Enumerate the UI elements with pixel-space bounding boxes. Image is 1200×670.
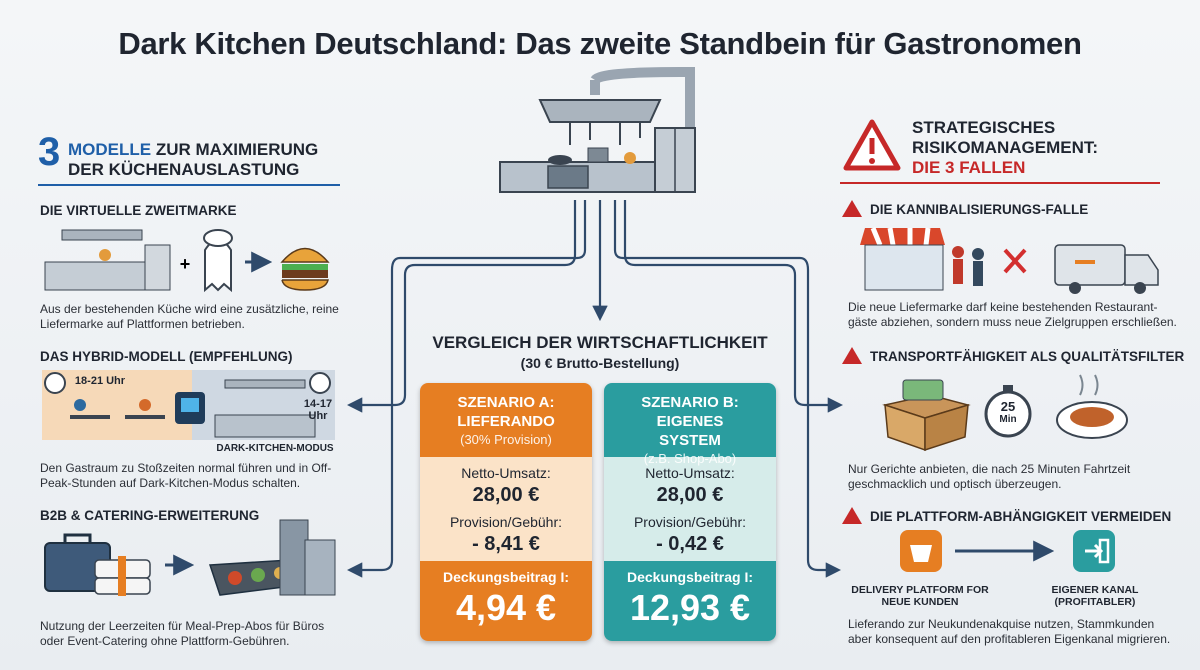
result-label: Deckungsbeitrag I: xyxy=(626,569,754,585)
connectors xyxy=(346,200,844,578)
left-heading-rest: ZUR MAXIMIERUNG DER KÜCHENAUSLASTUNG xyxy=(68,140,319,179)
trap-text: Die neue Liefermarke darf keine bestehen… xyxy=(848,300,1177,329)
left-heading: MODELLE ZUR MAXIMIERUNG DER KÜCHENAUSLAS… xyxy=(68,140,348,180)
row-label: Netto-Umsatz: xyxy=(645,465,735,481)
row-value: - 8,41 € xyxy=(472,533,540,555)
scenario-note: (z.B. Shop-Abo) xyxy=(643,451,737,466)
row-label: Provision/Gebühr: xyxy=(449,514,563,530)
time-label: 14-17 Uhr xyxy=(303,398,333,422)
card-footer: Deckungsbeitrag I: 12,93 € xyxy=(604,561,776,641)
model-title: DAS HYBRID-MODELL (EMPFEHLUNG) xyxy=(40,349,293,364)
time-label: 18-21 Uhr xyxy=(74,375,126,387)
kitchen-icon xyxy=(499,67,696,193)
platform-icons xyxy=(900,530,1115,572)
model-text: Aus der bestehenden Küche wird eine zusä… xyxy=(40,302,339,331)
transport-icons xyxy=(882,374,1128,452)
channel-label: EIGENER KANAL (PROFITABLER) xyxy=(1051,584,1139,608)
right-heading-highlight: DIE 3 FALLEN xyxy=(912,158,1026,177)
row-label: Provision/Gebühr: xyxy=(633,514,747,530)
model-title: B2B & CATERING-ERWEITERUNG xyxy=(40,508,260,523)
right-heading: STRATEGISCHES RISIKOMANAGEMENT: xyxy=(912,118,1099,157)
hybrid-model-image xyxy=(42,370,335,440)
model-text: Den Gastraum zu Stoßzeiten normal führen… xyxy=(40,461,332,490)
warning-icons xyxy=(842,119,901,524)
result-label: Deckungsbeitrag I: xyxy=(442,569,570,585)
trap-title: DIE KANNIBALISIERUNGS-FALLE xyxy=(870,202,1089,217)
plus: + xyxy=(180,254,191,274)
result-value: 12,93 € xyxy=(629,587,751,628)
scenario-name: SZENARIO B: EIGENES SYSTEM xyxy=(641,394,739,449)
scenario-name: SZENARIO A: LIEFERANDO xyxy=(457,394,555,430)
comparison-title: VERGLEICH DER WIRTSCHAFTLICHKEIT xyxy=(432,333,768,352)
row-label: Netto-Umsatz: xyxy=(461,465,551,481)
trap-text: Lieferando zur Neukundenakquise nutzen, … xyxy=(848,617,1171,646)
scenario-note: (30% Provision) xyxy=(460,432,552,447)
timer-label: Min xyxy=(999,414,1017,425)
card-body: Netto-Umsatz: 28,00 € Provision/Gebühr: … xyxy=(604,457,776,561)
card-header: SZENARIO B: EIGENES SYSTEM (z.B. Shop-Ab… xyxy=(604,383,776,466)
cannibalization-icons xyxy=(860,227,1159,294)
timer-label: 25 xyxy=(1000,399,1016,414)
channel-label: DELIVERY PLATFORM FOR NEUE KUNDEN xyxy=(851,584,989,608)
row-value: 28,00 € xyxy=(472,484,540,506)
card-header: SZENARIO A: LIEFERANDO (30% Provision) xyxy=(420,383,592,457)
trap-title: TRANSPORTFÄHIGKEIT ALS QUALITÄTSFILTER xyxy=(870,349,1185,364)
virtual-brand-icons: + xyxy=(44,229,330,293)
row-value: 28,00 € xyxy=(656,484,724,506)
left-heading-number: 3 xyxy=(38,130,61,174)
card-body: Netto-Umsatz: 28,00 € Provision/Gebühr: … xyxy=(420,457,592,561)
page-title: Dark Kitchen Deutschland: Das zweite Sta… xyxy=(118,26,1082,61)
model-title: DIE VIRTUELLE ZWEITMARKE xyxy=(40,203,237,218)
trap-title: DIE PLATTFORM-ABHÄNGIGKEIT VERMEIDEN xyxy=(870,509,1172,524)
row-value: - 0,42 € xyxy=(656,533,724,555)
result-value: 4,94 € xyxy=(455,587,557,628)
comparison-subtitle: (30 € Brutto-Bestellung) xyxy=(520,355,680,371)
trap-text: Nur Gerichte anbieten, die nach 25 Minut… xyxy=(848,462,1131,491)
left-heading-highlight: MODELLE xyxy=(68,140,152,159)
mode-label: DARK-KITCHEN-MODUS xyxy=(216,443,334,454)
card-footer: Deckungsbeitrag I: 4,94 € xyxy=(420,561,592,641)
catering-icons xyxy=(44,519,336,596)
model-text: Nutzung der Leerzeiten für Meal-Prep-Abo… xyxy=(40,619,325,648)
scenario-card: SZENARIO A: LIEFERANDO (30% Provision) N… xyxy=(420,383,592,641)
scenario-card: SZENARIO B: EIGENES SYSTEM (z.B. Shop-Ab… xyxy=(604,383,776,641)
